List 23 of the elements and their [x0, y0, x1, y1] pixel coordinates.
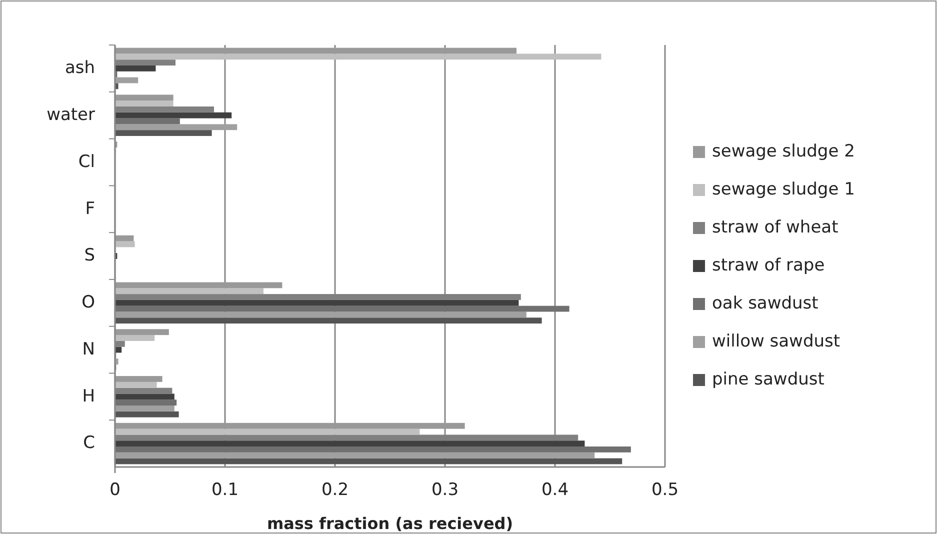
y-tick-label: S [84, 246, 95, 266]
legend-label: straw of wheat [712, 218, 839, 238]
y-tick-label: C [83, 433, 95, 454]
x-tick-label: 0.3 [431, 480, 459, 500]
legend-label: oak sawdust [712, 294, 819, 314]
x-tick-label: 0.5 [651, 480, 679, 500]
y-tick-label: H [82, 386, 95, 406]
legend-label: sewage sludge 2 [712, 142, 855, 162]
y-tick-label: Cl [78, 152, 95, 172]
legend-label: sewage sludge 1 [712, 180, 855, 200]
x-tick-label: 0 [110, 480, 120, 500]
legend-label: willow sawdust [712, 332, 840, 352]
y-tick-label: N [82, 339, 95, 360]
legend-label: pine sawdust [712, 370, 825, 390]
y-tick-label: water [46, 104, 96, 125]
x-tick-label: 0.4 [541, 480, 569, 500]
x-tick-label: 0.1 [211, 480, 239, 500]
y-tick-label: F [85, 198, 95, 219]
x-axis-title: mass fraction (as recieved) [266, 514, 514, 533]
legend-label: straw of rape [712, 256, 825, 276]
y-tick-label: O [82, 292, 95, 313]
y-tick-label: ash [64, 58, 95, 78]
x-tick-label: 0.2 [321, 480, 349, 500]
